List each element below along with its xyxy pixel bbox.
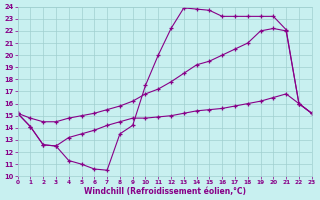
- X-axis label: Windchill (Refroidissement éolien,°C): Windchill (Refroidissement éolien,°C): [84, 187, 246, 196]
